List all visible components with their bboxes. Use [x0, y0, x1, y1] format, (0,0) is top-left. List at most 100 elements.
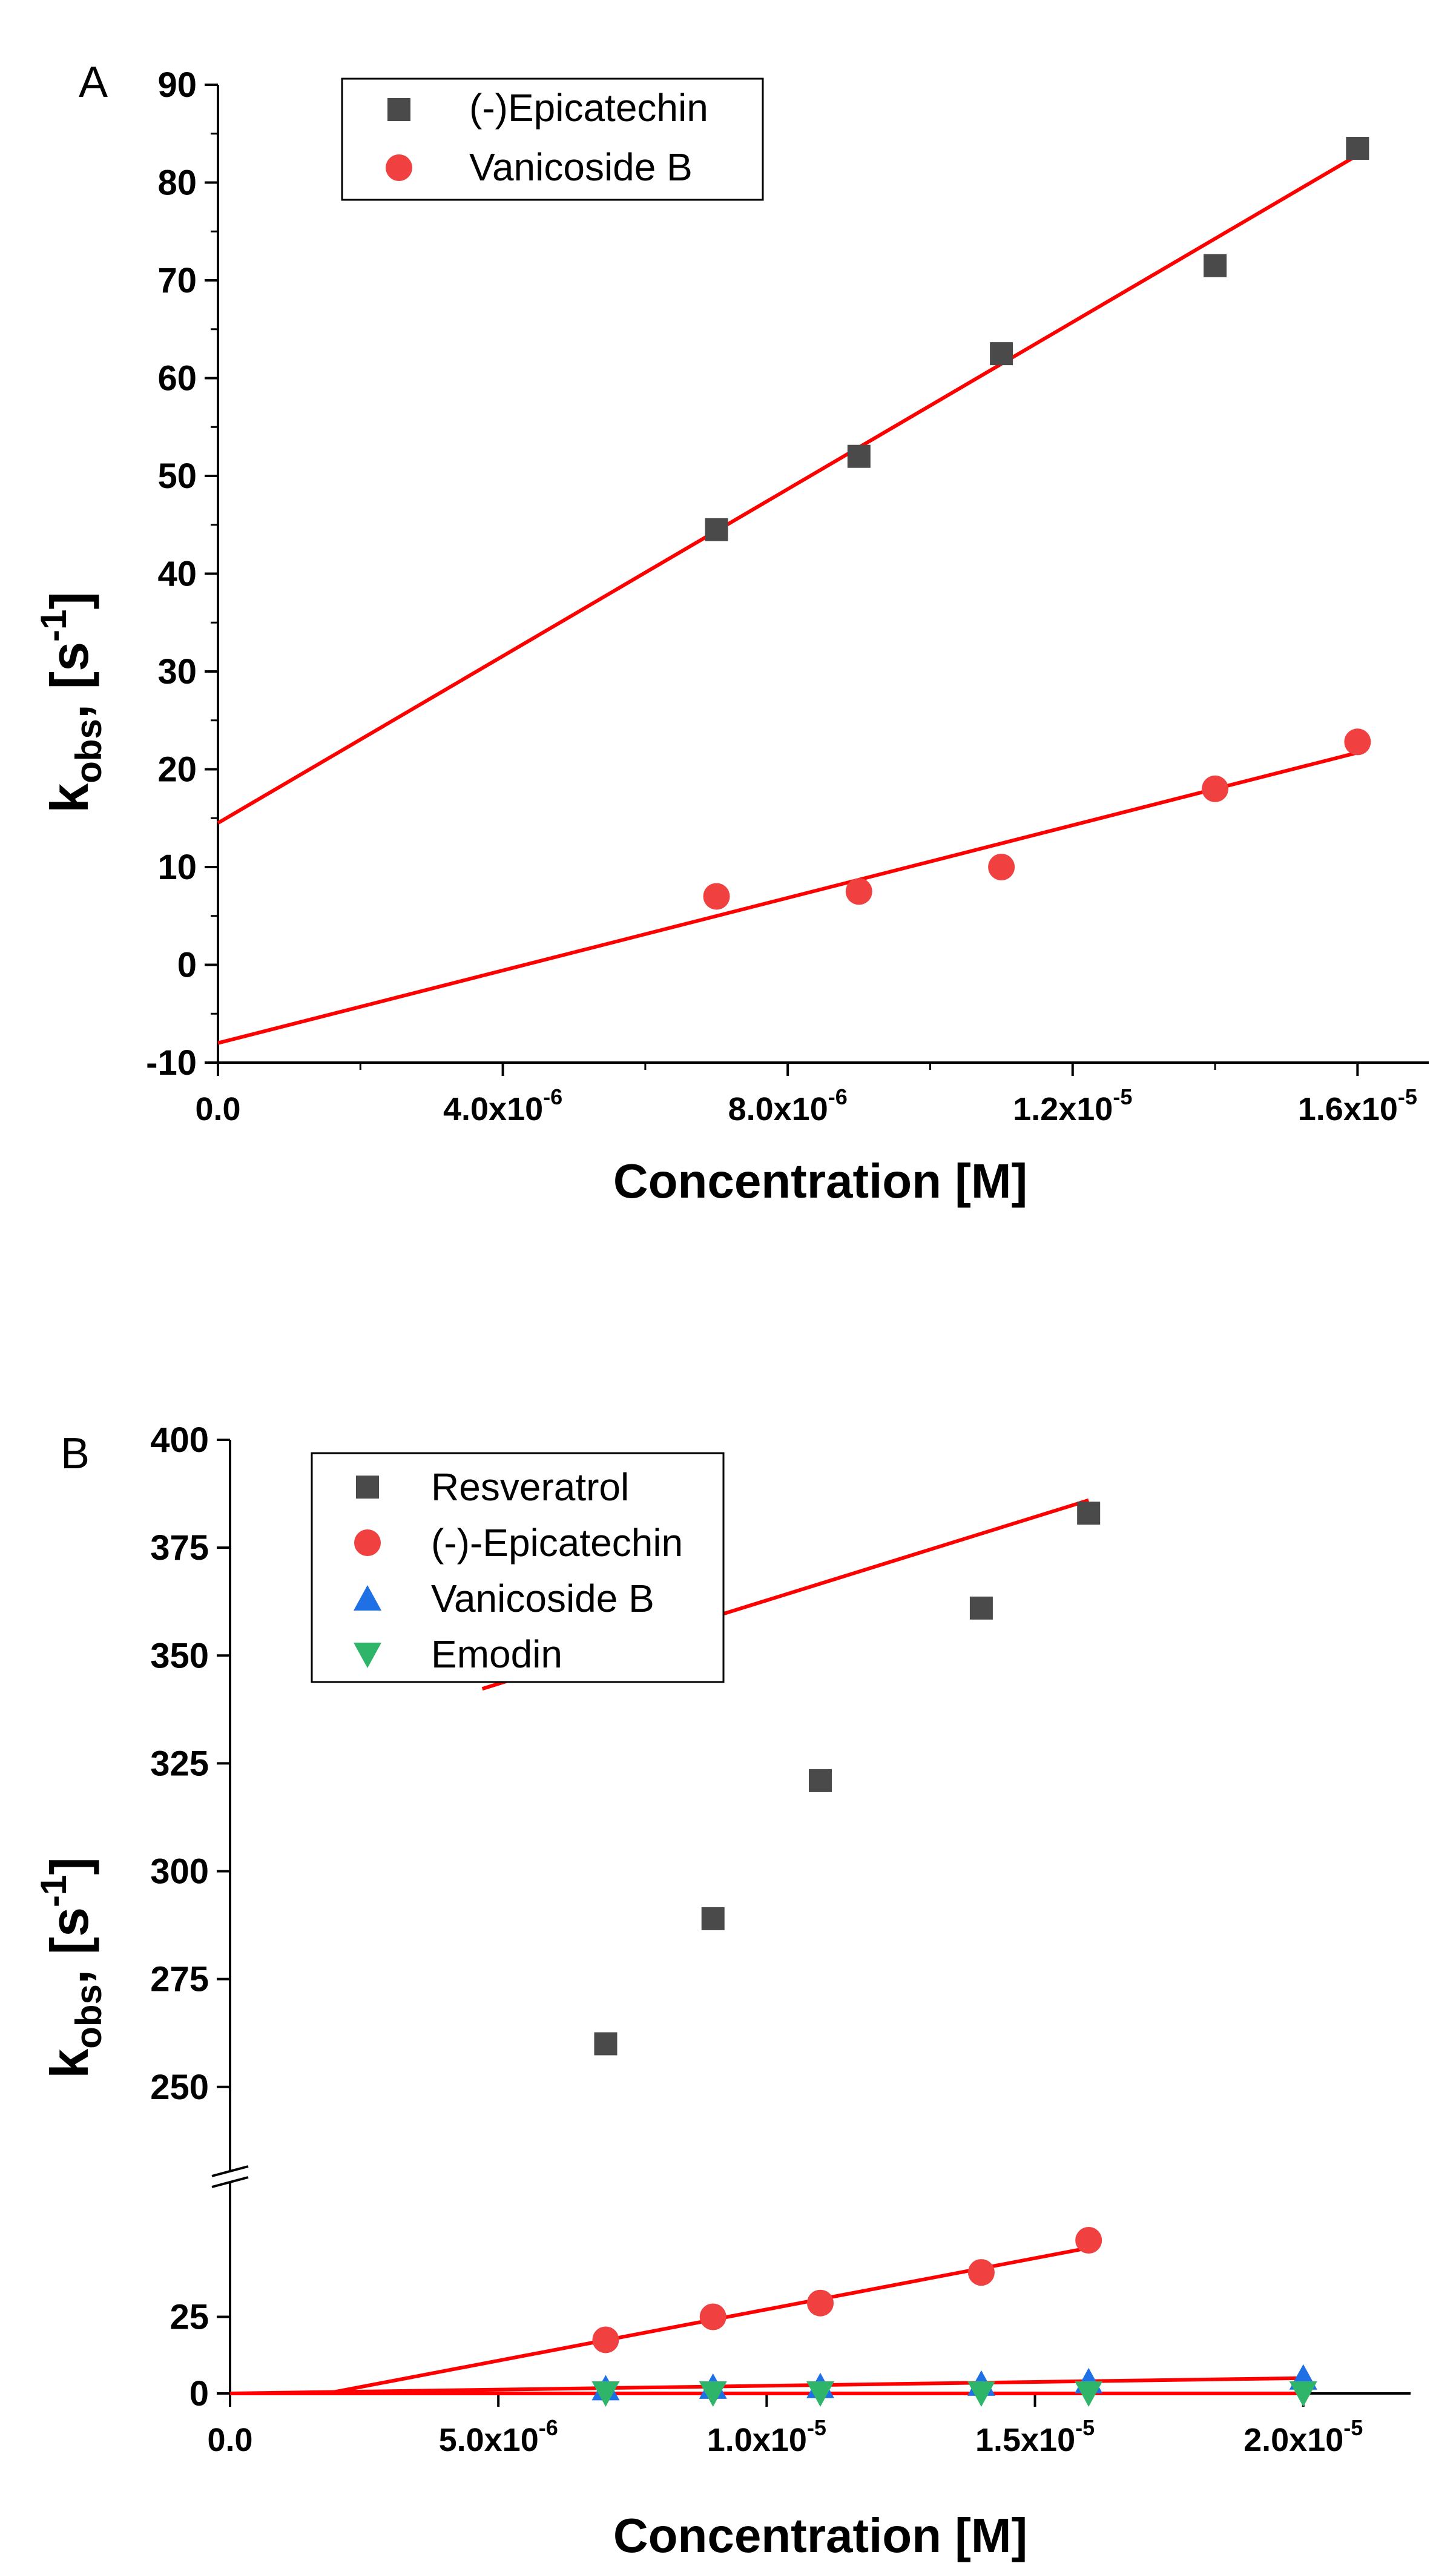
panel-a-point-0-3 — [1204, 254, 1227, 277]
panel-a-x-tick-label-3: 1.2x10-5 — [1013, 1084, 1132, 1127]
panel-b-legend-label-0: Resveratrol — [431, 1465, 629, 1509]
panel-a-x-tick-label-0: 0.0 — [195, 1091, 240, 1127]
panel-b-point-1-0 — [592, 2326, 619, 2353]
panel-a-legend-label-1: Vanicoside B — [469, 145, 693, 189]
legend-circle-icon — [386, 154, 412, 181]
panel-b-x-tick-label-0: 0.0 — [207, 2422, 252, 2458]
x-tick-exponent: -5 — [1343, 2415, 1363, 2440]
panel-a-ylabel-unit: , [s — [39, 642, 99, 719]
panel-a-ylabel-main: k — [39, 783, 99, 813]
panel-b-point-0-2 — [809, 1769, 832, 1792]
panel-b-data-points — [591, 1502, 1317, 2407]
panel-b-legend-label-2: Vanicoside B — [431, 1577, 654, 1620]
panel-b-point-0-4 — [1077, 1502, 1101, 1525]
panel-a-y-tick-label: 10 — [157, 848, 197, 887]
panel-a-data-points — [703, 136, 1371, 910]
panel-a-y-tick-label: 20 — [157, 750, 197, 790]
panel-a-ylabel-sub: obs — [68, 719, 109, 783]
panel-a-legend-box — [341, 78, 764, 201]
panel-b-point-3-0 — [591, 2381, 620, 2407]
panel-a-y-tick-label: 80 — [157, 163, 197, 203]
panel-a-point-0-2 — [990, 342, 1013, 366]
panel-a-point-1-2 — [988, 854, 1015, 880]
panel-b-label: B — [61, 1430, 90, 1478]
panel-b-y-tick-label: 400 — [150, 1420, 209, 1460]
panel-b-point-3-2 — [806, 2381, 834, 2407]
legend-circle-icon — [354, 1529, 381, 1556]
panel-b-x-tick-label-1: 5.0x10-6 — [439, 2415, 558, 2458]
panel-b-legend-label-1: (-)-Epicatechin — [431, 1521, 683, 1565]
panel-b-ylabel-close: ] — [39, 1857, 99, 1875]
panel-a-x-tick-label-2: 8.0x10-6 — [728, 1084, 848, 1127]
panel-b-ylabel-sub: obs — [68, 1984, 109, 2049]
panel-a-fit-line-0 — [217, 153, 1359, 825]
panel-b-legend-label-3: Emodin — [431, 1632, 562, 1676]
panel-a-y-tick-label: 90 — [157, 65, 197, 105]
x-tick-mantissa: 1.0x10 — [707, 2422, 807, 2458]
panel-a-point-0-0 — [705, 518, 728, 541]
panel-a-label: A — [79, 58, 108, 107]
panel-b-point-0-1 — [701, 1907, 725, 1930]
panel-a-legend-label-0: (-)Epicatechin — [469, 86, 708, 130]
panel-a-point-0-4 — [1346, 136, 1369, 160]
panel-b-y-tick-label: 250 — [150, 2068, 209, 2107]
panel-b-point-3-5 — [1289, 2381, 1317, 2407]
panel-a-y-tick-label: 40 — [157, 555, 197, 594]
panel-a-x-tick-label-4: 1.6x10-5 — [1298, 1084, 1417, 1127]
x-tick-mantissa: 1.5x10 — [975, 2422, 1075, 2458]
panel-b-point-1-3 — [967, 2259, 995, 2286]
panel-b-point-3-1 — [699, 2381, 727, 2407]
panel-b-point-1-1 — [699, 2303, 726, 2330]
panel-b-ylabel-main: k — [39, 2048, 99, 2079]
panel-a-legend: (-)Epicatechin Vanicoside B — [341, 78, 764, 201]
panel-a-fit-line-1 — [217, 751, 1359, 1045]
panel-b-point-0-3 — [969, 1596, 993, 1620]
panel-b-y-tick-label: 25 — [170, 2298, 209, 2337]
panel-a-y-tick-label: 70 — [157, 261, 197, 300]
x-tick-exponent: -5 — [1075, 2415, 1095, 2440]
panel-b-point-3-4 — [1075, 2381, 1103, 2407]
panel-a-point-1-3 — [1202, 775, 1229, 802]
panel-a-y-tick-label: 0 — [177, 946, 197, 985]
panel-b-point-3-3 — [967, 2381, 995, 2407]
panel-a-y-tick-label: -10 — [146, 1043, 197, 1083]
x-tick-exponent: -6 — [539, 2415, 558, 2440]
panel-b-y-tick-label: 375 — [150, 1528, 209, 1568]
panel-a-y-tick-label: 50 — [157, 457, 197, 496]
legend-triangle-down-icon — [354, 1643, 381, 1668]
panel-a-axes: -10 0 10 20 30 40 50 60 70 80 90 0.0 4.0x10 -6 8.0x10-… — [146, 65, 1429, 1127]
panel-b-y-axis-title: kobs, [s-1] — [33, 1857, 109, 2078]
x-tick-exponent: -6 — [828, 1084, 848, 1109]
axis-break-mark — [211, 2176, 249, 2188]
panel-b-y-tick-label: 0 — [189, 2374, 209, 2413]
panel-a-fit-lines — [217, 153, 1359, 1045]
panel-a-point-0-1 — [847, 444, 871, 468]
x-tick-mantissa: 0.0 — [207, 2422, 252, 2458]
panel-b-ylabel-exp: -1 — [33, 1875, 74, 1907]
panel-b-x-tick-label-3: 1.5x10-5 — [975, 2415, 1095, 2458]
x-tick-mantissa: 4.0x10 — [443, 1091, 543, 1127]
panel-a-y-tick-label: 30 — [157, 652, 197, 691]
panel-b-ylabel-unit: , [s — [39, 1907, 99, 1984]
panel-b-point-1-2 — [807, 2289, 834, 2317]
panel-a-y-tick-label: 60 — [157, 359, 197, 398]
panel-b-point-1-4 — [1075, 2227, 1102, 2254]
panel-b-legend: Resveratrol (-)-Epicatechin Vanicoside B… — [311, 1452, 725, 1683]
panel-b-y-tick-label: 300 — [150, 1852, 209, 1892]
x-tick-mantissa: 2.0x10 — [1244, 2422, 1343, 2458]
x-tick-exponent: -5 — [1398, 1084, 1417, 1109]
panel-a-ylabel-exp: -1 — [33, 610, 74, 642]
panel-b-x-tick-label-2: 1.0x10-5 — [707, 2415, 826, 2458]
panel-b-y-tick-label: 275 — [150, 1960, 209, 1999]
x-tick-mantissa: 5.0x10 — [439, 2422, 539, 2458]
x-tick-exponent: -5 — [807, 2415, 826, 2440]
panel-b-x-tick-label-4: 2.0x10-5 — [1244, 2415, 1363, 2458]
panel-a-x-axis-title: Concentration [M] — [613, 1154, 1027, 1208]
x-tick-mantissa: 1.2x10 — [1013, 1091, 1113, 1127]
panel-b-y-tick-label: 325 — [150, 1744, 209, 1783]
legend-triangle-up-icon — [354, 1585, 381, 1611]
panel-b-point-0-0 — [594, 2032, 618, 2056]
x-tick-mantissa: 0.0 — [195, 1091, 240, 1127]
panel-b: B 250 275 300 325 350 375 400 0 25 0.0 5.0x10-6 1.0… — [33, 1420, 1411, 2562]
